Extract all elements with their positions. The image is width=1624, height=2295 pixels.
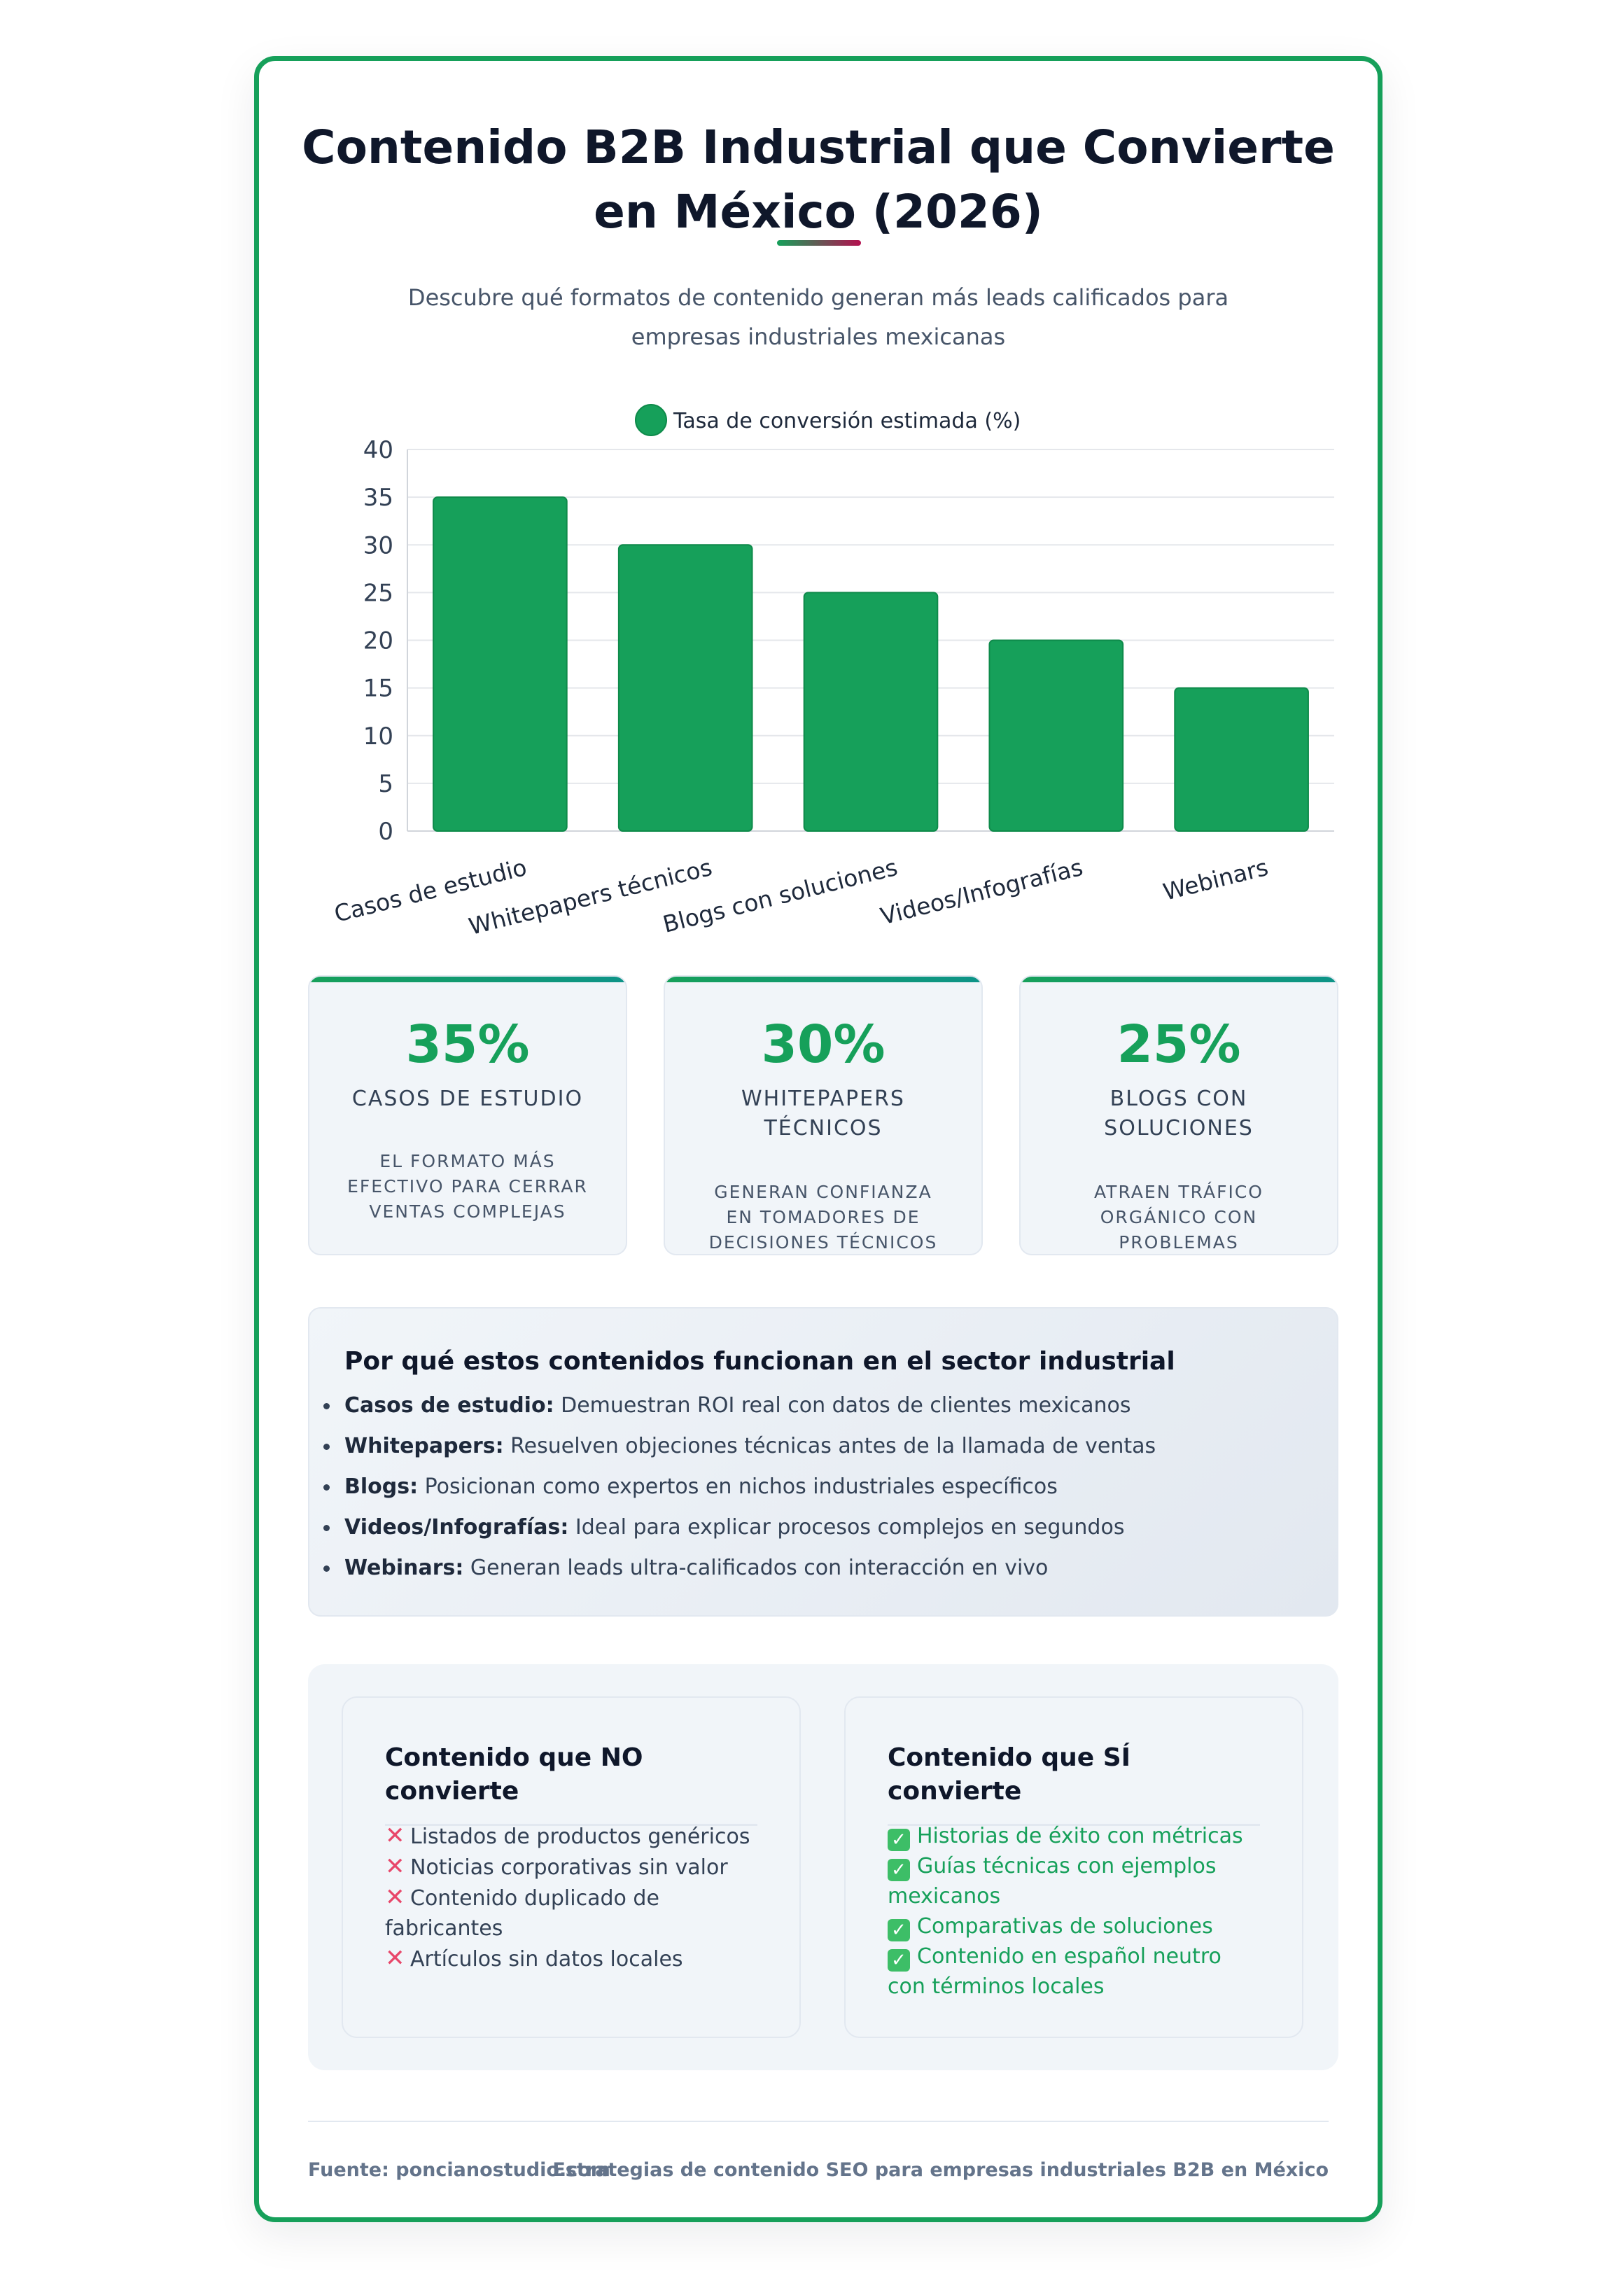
why-title: Por qué estos contenidos funcionan en el… [344, 1347, 1175, 1376]
stat-card-3: 25% BLOGS CON SOLUCIONES ATRAEN TRÁFICO … [1019, 975, 1338, 1255]
y-tick-label: 30 [363, 531, 393, 559]
list-item: ✓ Historias de éxito con métricas [888, 1821, 1260, 1851]
list-item: Videos/Infografías: Ideal para explicar … [323, 1507, 1156, 1548]
bar [803, 592, 939, 832]
list-item: ✕ Noticias corporativas sin valor [385, 1853, 728, 1881]
cross-mark-icon: ✕ [385, 1944, 405, 1972]
footer-tagline: Estrategias de contenido SEO para empres… [552, 2159, 1329, 2181]
list-item: ✓ Contenido en español neutro con término… [888, 1944, 1222, 1999]
stat-description: GENERAN CONFIANZA EN TOMADORES DE DECISI… [708, 1182, 938, 1253]
y-tick-label: 35 [363, 484, 393, 512]
column-title: Contenido que NO convierte [385, 1741, 757, 1826]
bar [988, 639, 1124, 832]
page-title: Contenido B2B Industrial que Convierte e… [302, 120, 1335, 239]
cross-mark-icon: ✕ [385, 1853, 405, 1881]
check-box-icon: ✓ [888, 1919, 910, 1941]
stat-card-1: 35% CASOS DE ESTUDIO EL FORMATO MÁS EFEC… [308, 975, 627, 1255]
check-box-icon: ✓ [888, 1829, 910, 1851]
why-it-works-box: Por qué estos contenidos funcionan en el… [308, 1307, 1338, 1617]
list-item: ✓ Guías técnicas con ejemplos mexicanos [888, 1854, 1217, 1909]
stat-description: EL FORMATO MÁS EFECTIVO PARA CERRAR VENT… [347, 1151, 588, 1222]
legend-label: Tasa de conversión estimada (%) [673, 409, 1021, 433]
list-item: ✓ Comparativas de soluciones [888, 1911, 1260, 1941]
cross-mark-icon: ✕ [385, 1883, 405, 1911]
list-item: Webinars: Generan leads ultra-calificado… [323, 1548, 1156, 1589]
stat-card-2: 30% WHITEPAPERS TÉCNICOS GENERAN CONFIAN… [664, 975, 983, 1255]
y-tick-label: 15 [363, 675, 393, 703]
y-tick-label: 0 [378, 818, 393, 846]
converting-column: Contenido que SÍ convierte ✓ Historias de… [844, 1696, 1303, 2038]
stat-label: WHITEPAPERS TÉCNICOS [741, 1087, 905, 1140]
list-item: ✕ Contenido duplicado de fabricantes [385, 1883, 659, 1941]
y-tick-label: 10 [363, 723, 393, 751]
y-tick-label: 25 [363, 579, 393, 607]
stat-label: BLOGS CON SOLUCIONES [1104, 1087, 1254, 1140]
footer-divider [308, 2121, 1329, 2122]
list-item: Blogs: Posicionan como expertos en nicho… [323, 1467, 1156, 1507]
not-converting-column: Contenido que NO convierte ✕ Listados de … [342, 1696, 801, 2038]
stat-label: CASOS DE ESTUDIO [351, 1087, 584, 1111]
y-tick-label: 40 [363, 436, 393, 464]
list-item: Casos de estudio: Demuestran ROI real co… [323, 1386, 1156, 1426]
why-list: Casos de estudio: Demuestran ROI real co… [323, 1386, 1156, 1589]
bar-chart: 0 5 10 15 20 25 30 35 40 Casos de estudio Whitepap… [259, 61, 1387, 1006]
cross-mark-icon: ✕ [385, 1822, 405, 1850]
column-title: Contenido que SÍ convierte [888, 1741, 1260, 1826]
stat-description: ATRAEN TRÁFICO ORGÁNICO CON PROBLEMAS ES… [1094, 1182, 1264, 1253]
footer-source: Fuente: poncianostudio.com [308, 2159, 610, 2181]
list-item: Whitepapers: Resuelven objeciones técnic… [323, 1426, 1156, 1467]
title-underline [777, 240, 861, 246]
check-box-icon: ✓ [888, 1859, 910, 1881]
stat-value: 25% [1116, 1014, 1241, 1075]
page-subtitle: Descubre qué formatos de contenido gener… [407, 284, 1229, 350]
infographic-card: Contenido B2B Industrial que Convierte e… [254, 56, 1382, 2222]
bar [617, 544, 753, 832]
bar [1174, 687, 1309, 832]
list-item: ✕ Artículos sin datos locales [385, 1944, 683, 1972]
y-tick-label: 20 [363, 627, 393, 655]
legend-swatch [635, 404, 667, 436]
bar [433, 496, 568, 832]
stat-value: 35% [405, 1014, 530, 1075]
comparison-section: Contenido que NO convierte ✕ Listados de … [308, 1664, 1338, 2070]
x-tick-label: Videos/Infografías [878, 853, 1086, 930]
check-box-icon: ✓ [888, 1949, 910, 1972]
x-tick-label: Webinars [1161, 853, 1271, 906]
y-tick-label: 5 [378, 770, 393, 798]
stat-value: 30% [761, 1014, 886, 1075]
list-item: ✕ Listados de productos genéricos [385, 1822, 750, 1850]
